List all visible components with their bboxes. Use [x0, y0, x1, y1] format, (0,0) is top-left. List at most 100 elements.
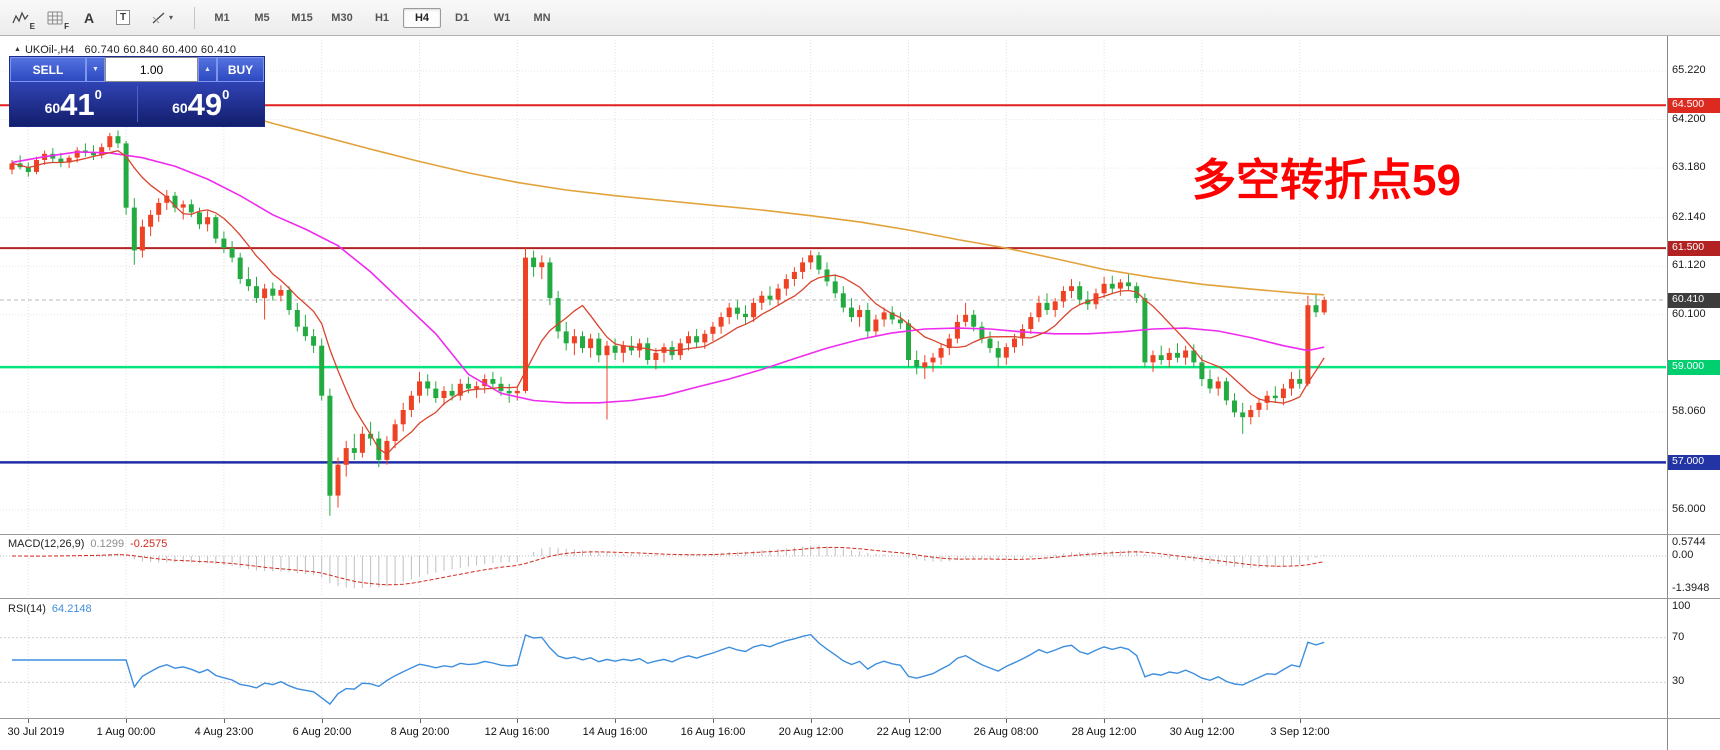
time-axis[interactable]: 30 Jul 2019 1 Aug 00:00 4 Aug 23:00 6 Aug 2…: [0, 719, 1666, 750]
volume-decrease-button[interactable]: ▼: [86, 57, 105, 82]
time-tick: [1300, 719, 1301, 723]
chart-title: ▲ UKOil-,H4 60.740 60.840 60.400 60.410: [14, 44, 236, 56]
bid-big-digits: 41: [60, 86, 95, 122]
tf-button-h4[interactable]: H4: [403, 7, 441, 28]
time-axis-label: 14 Aug 16:00: [582, 726, 648, 738]
tf-button-d1[interactable]: D1: [454, 11, 470, 24]
time-tick: [1006, 719, 1007, 723]
price-axis-label: 58.060: [1672, 405, 1706, 417]
time-tick: [224, 719, 225, 723]
ask-superscript: 0: [222, 87, 230, 102]
price-axis-label: 56.000: [1672, 503, 1706, 515]
macd-scale-label: -1.3948: [1672, 582, 1710, 594]
price-axis-label: 61.120: [1672, 259, 1706, 271]
time-tick: [517, 719, 518, 723]
tf-button-mn[interactable]: MN: [533, 11, 551, 24]
chart-mode-badge: E: [29, 21, 35, 31]
time-axis-label: 20 Aug 12:00: [778, 726, 844, 738]
time-axis-label: 28 Aug 12:00: [1071, 726, 1137, 738]
sell-button[interactable]: SELL: [10, 57, 86, 82]
price-marker-61.500: 61.500: [1668, 241, 1720, 256]
panel-separator-rsi[interactable]: [0, 598, 1720, 599]
rsi-label: RSI(14) 64.2148: [8, 603, 92, 615]
price-axis-label: 63.180: [1672, 161, 1706, 173]
time-axis-label: 30 Jul 2019: [7, 726, 65, 738]
caret-down-icon: ▼: [92, 66, 99, 73]
panel-separator-macd[interactable]: [0, 534, 1720, 535]
rsi-value: 64.2148: [51, 603, 92, 615]
time-tick: [126, 719, 127, 723]
tf-button-w1[interactable]: W1: [493, 11, 511, 24]
time-axis-label: 16 Aug 16:00: [680, 726, 746, 738]
tf-button-h1[interactable]: H1: [374, 11, 390, 24]
chart-line-icon: [12, 10, 29, 23]
time-tick: [1202, 719, 1203, 723]
toolbar-separator: [194, 6, 195, 29]
time-axis-label: 4 Aug 23:00: [194, 726, 254, 738]
time-tick: [615, 719, 616, 723]
ask-prefix: 60: [172, 100, 188, 116]
time-axis-label: 22 Aug 12:00: [876, 726, 942, 738]
rsi-scale-label: 70: [1672, 631, 1685, 643]
macd-scale-label: 0.00: [1672, 549, 1694, 561]
label-tool-icon: T: [115, 10, 131, 25]
drawing-tool-button[interactable]: ▾: [142, 5, 182, 31]
tf-button-m30[interactable]: M30: [331, 11, 353, 24]
price-axis[interactable]: 65.220 64.200 63.180 62.140 61.120 60.100 58.0…: [1667, 36, 1720, 750]
rsi-scale-label: 100: [1672, 600, 1691, 612]
time-axis-label: 6 Aug 20:00: [292, 726, 352, 738]
buy-button[interactable]: BUY: [217, 57, 264, 82]
text-tool-icon: A: [83, 9, 95, 26]
price-marker-64.500: 64.500: [1668, 98, 1720, 113]
time-tick: [1104, 719, 1105, 723]
price-marker-57.000: 57.000: [1668, 455, 1720, 470]
rsi-scale-label: 30: [1672, 675, 1685, 687]
time-tick: [420, 719, 421, 723]
volume-input[interactable]: [105, 57, 198, 82]
tf-button-m1[interactable]: M1: [214, 11, 230, 24]
time-axis-label: 26 Aug 08:00: [973, 726, 1039, 738]
price-axis-label: 65.220: [1672, 64, 1706, 76]
sell-price-display[interactable]: 60 41 0: [10, 82, 137, 126]
tf-button-m15[interactable]: M15: [291, 11, 313, 24]
time-axis-label: 1 Aug 00:00: [96, 726, 156, 738]
ohlc-values: 60.740 60.840 60.400 60.410: [84, 44, 237, 56]
text-tool-button[interactable]: A: [74, 5, 104, 31]
chevron-down-icon: ▾: [168, 13, 173, 22]
trendline-tool-icon: [152, 12, 165, 23]
timeframe-group: M1 M5 M15 M30 H1 H4 D1 W1 MN: [203, 7, 561, 28]
price-marker-59.000: 59.000: [1668, 360, 1720, 375]
symbol-marker-icon: ▲: [14, 46, 21, 53]
time-tick: [713, 719, 714, 723]
volume-increase-button[interactable]: ▲: [198, 57, 217, 82]
price-divider: [136, 86, 138, 122]
macd-name: MACD(12,26,9): [8, 538, 85, 550]
macd-label: MACD(12,26,9) 0.1299 -0.2575: [8, 538, 167, 550]
bid-prefix: 60: [44, 100, 61, 116]
grid-button[interactable]: F: [40, 5, 70, 31]
caret-up-icon: ▲: [204, 66, 211, 73]
tf-button-m5[interactable]: M5: [254, 11, 270, 24]
macd-main-value: 0.1299: [90, 538, 125, 550]
macd-scale-label: 0.5744: [1672, 536, 1706, 548]
time-axis-label: 8 Aug 20:00: [390, 726, 450, 738]
grid-icon: [47, 11, 63, 24]
price-marker-60.410: 60.410: [1668, 293, 1720, 308]
price-axis-label: 60.100: [1672, 308, 1706, 320]
symbol-timeframe-label: UKOil-,H4: [24, 44, 75, 56]
buy-price-display[interactable]: 60 49 0: [138, 82, 265, 126]
price-axis-label: 62.140: [1672, 211, 1706, 223]
label-tool-button[interactable]: T: [108, 5, 138, 31]
price-axis-label: 64.200: [1672, 113, 1706, 125]
chart-mode-button[interactable]: E: [6, 5, 36, 31]
chart-annotation-text: 多空转折点59: [1192, 156, 1461, 205]
time-tick: [909, 719, 910, 723]
toolbar: E F A T ▾ M1 M5 M15 M30 H1 H4 D1 W1 MN: [0, 0, 1720, 36]
time-tick: [322, 719, 323, 723]
time-axis-label: 12 Aug 16:00: [484, 726, 550, 738]
ask-big-digits: 49: [187, 86, 223, 122]
time-axis-label: 30 Aug 12:00: [1169, 726, 1235, 738]
macd-signal-value: -0.2575: [130, 538, 168, 550]
